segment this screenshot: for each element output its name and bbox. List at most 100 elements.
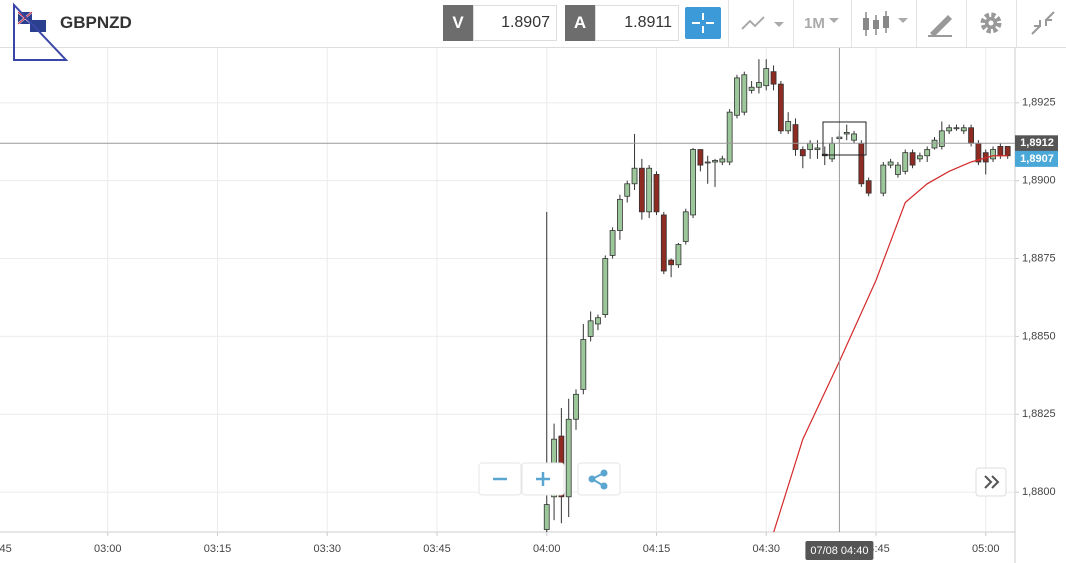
settings-button[interactable] — [976, 8, 1006, 38]
scroll-end-icon — [984, 475, 1000, 489]
candle-body — [734, 77, 740, 116]
timeframe-button[interactable]: 1M — [804, 15, 825, 32]
candle-body — [880, 164, 887, 194]
y-tick-label: 1,8925 — [1022, 97, 1056, 109]
candle-body — [543, 504, 550, 530]
candle-body — [843, 132, 850, 135]
candle-body — [953, 127, 960, 130]
last-price-box — [1015, 150, 1058, 167]
crosshair-price-box — [1015, 135, 1058, 152]
ask-label: A — [565, 5, 595, 41]
candle-body — [697, 149, 704, 166]
candle-body — [931, 139, 938, 149]
share-button[interactable] — [577, 462, 621, 496]
candle-body — [704, 161, 711, 164]
candle-body — [865, 180, 872, 194]
ask-price[interactable]: 1.8911 — [595, 5, 679, 41]
candle-body — [785, 121, 792, 132]
share-icon-dot — [600, 482, 608, 490]
candle-body — [968, 127, 975, 144]
x-tick-label: 03:45 — [423, 543, 451, 555]
crosshair-marker — [822, 121, 867, 156]
candle-body — [814, 147, 821, 150]
x-tick-label: 03:15 — [204, 543, 232, 555]
candle-body — [609, 230, 616, 256]
candle-body — [719, 158, 726, 163]
candle-body — [565, 418, 572, 498]
candle-body — [726, 111, 733, 163]
chart-type-button[interactable] — [738, 9, 788, 39]
candle-body — [990, 149, 996, 160]
candle-body — [946, 127, 953, 132]
bid-label: V — [443, 5, 473, 41]
candle-body — [807, 142, 814, 150]
y-tick-label: 1,8900 — [1022, 175, 1056, 187]
x-tick-label: 03:00 — [94, 543, 122, 555]
candle-body — [675, 244, 682, 266]
x-tick-label: 04:30 — [752, 543, 780, 555]
separator — [966, 0, 967, 47]
candle-body — [624, 183, 631, 197]
candle-body — [646, 167, 653, 213]
symbol[interactable]: GBPNZD — [60, 13, 132, 32]
zoom-controls — [478, 462, 1007, 497]
candle-body — [712, 160, 718, 163]
timeframe-caret — [829, 18, 839, 23]
x-tick-label: 03:30 — [313, 543, 341, 555]
candle-body — [770, 71, 777, 85]
candle-body — [682, 211, 689, 242]
candle-body — [902, 152, 909, 172]
candles-button[interactable] — [860, 9, 910, 39]
separator — [728, 0, 729, 47]
share-icon-dot — [600, 469, 608, 477]
candle-body — [631, 167, 638, 185]
candle-body — [851, 133, 857, 141]
candle-body — [916, 155, 923, 160]
x-tick-label: 04:00 — [533, 543, 561, 555]
candle-body — [748, 86, 755, 91]
candle-body — [763, 68, 770, 87]
crosshair-time-label: 07/08 04:40 — [810, 545, 868, 557]
candle-body — [924, 149, 931, 157]
crosshair-time-box — [805, 541, 874, 560]
candle-body — [756, 82, 762, 88]
separator — [1016, 0, 1017, 47]
candle-body — [1004, 146, 1011, 157]
candle-body — [690, 149, 696, 216]
last-price-label: 1,8907 — [1020, 153, 1054, 165]
candle-body — [858, 142, 865, 185]
candle-body — [660, 214, 667, 272]
draw-button[interactable] — [926, 9, 956, 39]
candle-body — [595, 317, 601, 325]
candle-body — [741, 74, 748, 113]
candle-body — [938, 130, 945, 147]
candle-body — [668, 259, 675, 266]
bid-price[interactable]: 1.8907 — [473, 5, 557, 41]
separator — [793, 0, 794, 47]
price-axis-bg — [1015, 48, 1066, 563]
candle-body — [960, 127, 967, 132]
candle-body — [617, 198, 623, 231]
corner-marker — [13, 2, 69, 61]
share-icon-dot — [588, 475, 596, 483]
moving-average — [773, 155, 1008, 532]
candle-body — [602, 258, 609, 316]
separator — [851, 0, 852, 47]
x-tick-label: 04:15 — [643, 543, 671, 555]
candle-body — [792, 124, 799, 150]
crosshair-button[interactable] — [685, 7, 721, 39]
zoom-in-icon — [536, 472, 550, 486]
candle-body — [587, 320, 594, 337]
candle-body — [909, 152, 916, 166]
y-tick-label: 1,8875 — [1022, 252, 1056, 264]
candle-body — [580, 339, 587, 390]
candle-body — [997, 146, 1004, 157]
crosshair-icon — [692, 13, 714, 33]
candle-body — [829, 142, 835, 160]
candle-body — [638, 167, 645, 213]
collapse-button[interactable] — [1028, 8, 1058, 38]
y-tick-label: 1,8800 — [1022, 486, 1056, 498]
candle-body — [887, 161, 894, 166]
x-tick-label: 02:45 — [0, 543, 12, 555]
